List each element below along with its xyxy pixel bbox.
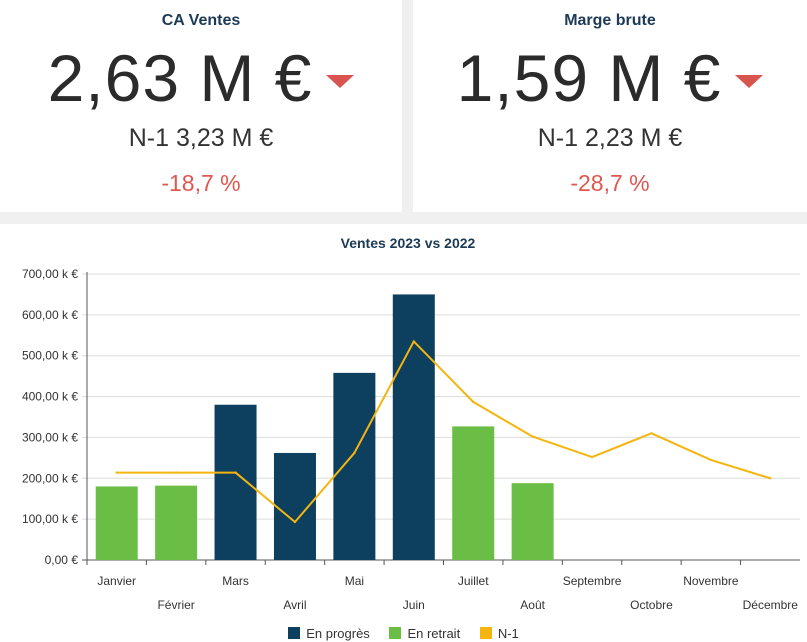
- kpi-value-row: 2,63 M €: [0, 40, 402, 116]
- legend-label: En retrait: [407, 626, 461, 641]
- n1-point: [709, 458, 713, 462]
- n1-point: [472, 400, 475, 404]
- y-tick-label: 600,00 k €: [22, 308, 78, 322]
- y-tick-label: 300,00 k €: [22, 430, 78, 444]
- n1-point: [115, 471, 118, 474]
- n1-point: [174, 471, 178, 474]
- n1-point: [650, 432, 653, 435]
- y-tick-label: 0,00 €: [45, 553, 79, 567]
- bar[interactable]: [155, 485, 198, 560]
- kpi-card-marge-brute: Marge brute 1,59 M € N-1 2,23 M € -28,7 …: [413, 0, 807, 212]
- x-tick-label: Juin: [403, 598, 425, 612]
- kpi-delta: -18,7 %: [161, 170, 241, 196]
- kpi-value: 2,63 M €: [47, 41, 313, 115]
- y-tick-label: 500,00 k €: [22, 349, 78, 363]
- y-tick-label: 400,00 k €: [22, 390, 78, 404]
- y-tick-label: 700,00 k €: [22, 267, 78, 281]
- n1-point: [412, 340, 415, 343]
- bar[interactable]: [273, 452, 316, 560]
- legend-swatch: [389, 627, 402, 639]
- bar[interactable]: [511, 483, 554, 560]
- x-tick-label: Juillet: [458, 574, 489, 588]
- x-tick-label: Mai: [345, 574, 364, 588]
- legend-label: N-1: [497, 626, 519, 641]
- n1-series-line: [116, 340, 771, 524]
- kpi-title: CA Ventes: [161, 12, 241, 29]
- kpi-value-row: 1,59 M €: [413, 40, 807, 116]
- kpi-value: 1,59 M €: [456, 41, 722, 115]
- x-tick-label: Février: [157, 598, 194, 612]
- n1-point: [769, 477, 772, 480]
- bar[interactable]: [95, 486, 138, 560]
- sales-chart-panel: Ventes 2023 vs 2022 0,00 € 100,00 k € 200,…: [0, 224, 807, 642]
- x-tick-label: Octobre: [630, 598, 673, 612]
- y-tick-label: 200,00 k €: [22, 471, 78, 485]
- sales-chart: Ventes 2023 vs 2022 0,00 € 100,00 k € 200,…: [22, 235, 800, 612]
- bar[interactable]: [392, 294, 435, 560]
- n1-point: [531, 435, 534, 438]
- n1-point: [293, 520, 297, 524]
- kpi-previous: N-1 2,23 M €: [537, 124, 683, 152]
- bar[interactable]: [214, 404, 257, 560]
- kpi-title: Marge brute: [564, 12, 656, 29]
- x-tick-label: Avril: [283, 598, 306, 612]
- triangle-down-icon: [326, 74, 355, 88]
- bar[interactable]: [452, 426, 495, 560]
- n1-point: [353, 451, 356, 455]
- n1-point: [234, 471, 237, 474]
- legend-item-en-progres[interactable]: En progrès: [288, 626, 370, 641]
- legend-item-n1[interactable]: N-1: [479, 626, 519, 641]
- chart-legend: En progrès En retrait N-1: [0, 626, 807, 641]
- chart-title: Ventes 2023 vs 2022: [341, 235, 476, 251]
- legend-label: En progrès: [306, 626, 370, 641]
- legend-item-en-retrait[interactable]: En retrait: [389, 626, 460, 641]
- kpi-card-ca-ventes: CA Ventes 2,63 M € N-1 3,23 M € -18,7 %: [0, 0, 402, 212]
- x-tick-label: Août: [520, 598, 545, 612]
- bar[interactable]: [333, 372, 376, 560]
- x-tick-label: Novembre: [683, 574, 739, 588]
- legend-swatch: [288, 627, 301, 639]
- legend-swatch: [479, 627, 492, 639]
- x-tick-label: Mars: [222, 574, 249, 588]
- triangle-down-icon: [735, 74, 764, 88]
- n1-point: [590, 455, 594, 459]
- x-tick-label: Décembre: [743, 598, 799, 612]
- kpi-previous: N-1 3,23 M €: [128, 124, 274, 152]
- y-tick-label: 100,00 k €: [22, 512, 78, 526]
- kpi-delta: -28,7 %: [570, 170, 650, 196]
- x-tick-label: Septembre: [563, 574, 622, 588]
- x-tick-label: Janvier: [97, 574, 136, 588]
